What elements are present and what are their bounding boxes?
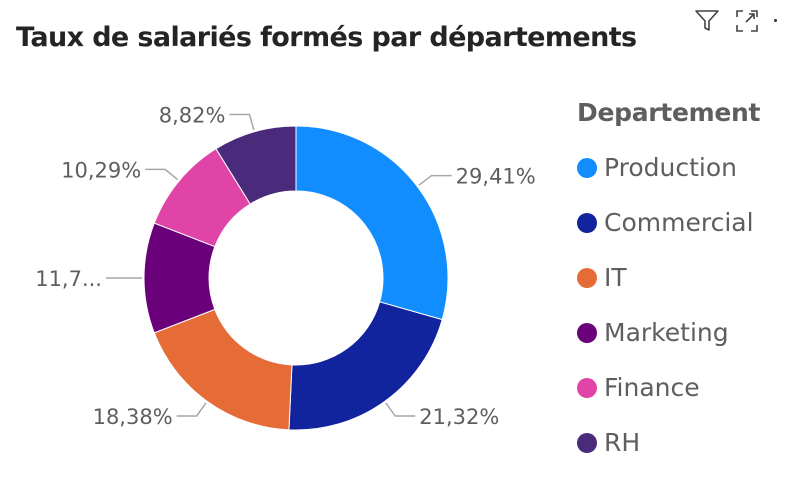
data-label-commercial: 21,32%	[419, 405, 499, 429]
chart-title: Taux de salariés formés par départements	[16, 22, 637, 53]
slice-rh[interactable]	[215, 125, 297, 205]
legend-label-it: IT	[604, 263, 627, 292]
leader-line-production	[418, 174, 452, 186]
legend-marker-commercial	[577, 212, 597, 233]
legend-items: Production Commercial IT Marketing Finance RH	[577, 140, 760, 470]
data-label-finance: 10,29%	[61, 158, 141, 182]
legend-item-commercial[interactable]: Commercial	[577, 195, 760, 250]
data-label-rh: 8,82%	[159, 103, 226, 127]
legend-marker-production	[577, 157, 597, 178]
leader-line-commercial	[385, 402, 416, 417]
legend-marker-marketing	[577, 322, 597, 343]
legend-marker-it	[577, 267, 597, 288]
legend-item-marketing[interactable]: Marketing	[577, 305, 760, 360]
legend-item-production[interactable]: Production	[577, 140, 760, 195]
legend-label-marketing: Marketing	[604, 318, 729, 347]
legend-item-rh[interactable]: RH	[577, 415, 760, 470]
data-label-marketing: 11,7...	[35, 267, 102, 291]
legend: Departement Production Commercial IT Market…	[577, 98, 760, 483]
legend-label-commercial: Commercial	[604, 208, 754, 237]
legend-label-finance: Finance	[604, 373, 700, 402]
legend-item-it[interactable]: IT	[577, 250, 760, 305]
slice-it[interactable]	[153, 308, 293, 431]
legend-label-rh: RH	[604, 428, 641, 457]
legend-title: Departement	[577, 98, 761, 127]
leader-line-rh	[229, 113, 255, 131]
leader-line-finance	[145, 168, 179, 181]
legend-label-production: Production	[604, 153, 738, 182]
leader-line-it	[176, 402, 207, 417]
focus-mode-icon[interactable]	[734, 8, 760, 34]
legend-marker-rh	[577, 432, 597, 453]
slice-commercial[interactable]	[288, 301, 443, 431]
legend-item-finance[interactable]: Finance	[577, 360, 760, 415]
filter-icon[interactable]	[694, 8, 720, 34]
data-label-production: 29,41%	[456, 165, 536, 189]
slice-production[interactable]	[295, 125, 449, 321]
data-label-it: 18,38%	[93, 405, 173, 429]
legend-marker-finance	[577, 377, 597, 398]
visual-header-toolbar	[694, 8, 777, 34]
more-options-icon[interactable]	[774, 18, 777, 22]
